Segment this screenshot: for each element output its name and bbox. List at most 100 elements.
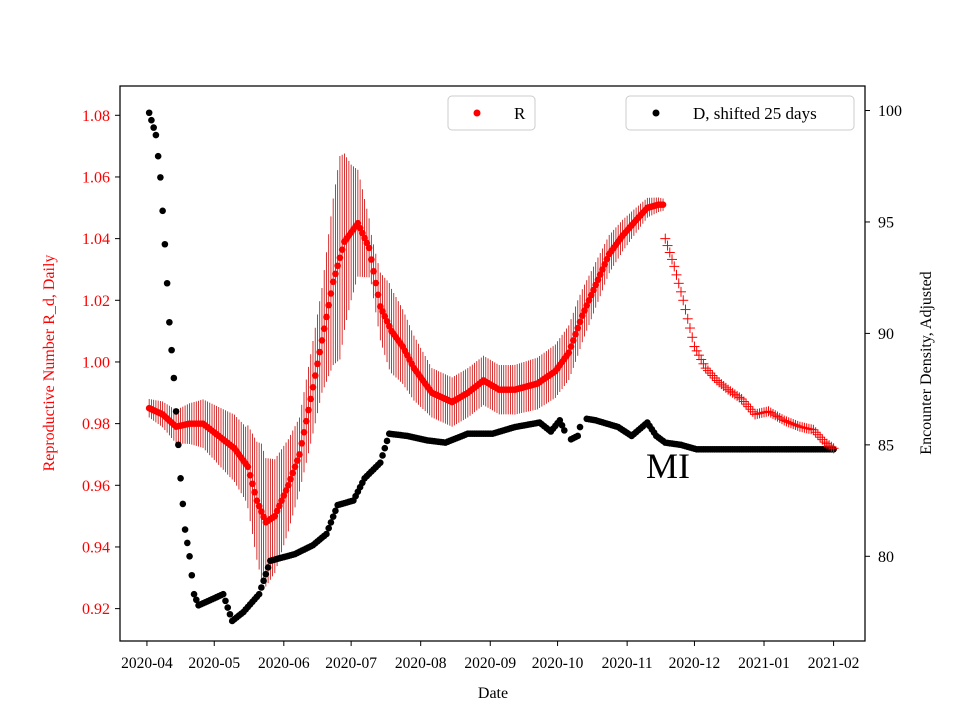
r-plus-point <box>770 410 781 421</box>
d-point <box>157 174 164 181</box>
left-tick-label: 1.08 <box>82 108 110 125</box>
r-plus-point <box>808 424 819 435</box>
r-plus-point <box>687 332 698 343</box>
x-axis-label: Date <box>478 685 508 702</box>
r-plus-point <box>754 408 765 419</box>
d-point <box>188 571 196 579</box>
r-plus-point <box>756 407 767 418</box>
d-point <box>179 500 187 508</box>
r-point <box>363 239 371 247</box>
d-point <box>379 452 386 459</box>
r-plus-point <box>765 407 776 418</box>
r-point <box>565 349 573 357</box>
right-tick-label: 100 <box>878 103 902 120</box>
d-point <box>556 417 564 424</box>
r-plus-point <box>750 409 761 420</box>
legend-d: D, shifted 25 days <box>625 95 855 131</box>
d-point <box>381 444 389 452</box>
d-point <box>377 459 384 466</box>
r-plus-point <box>691 345 702 356</box>
r-point <box>567 343 575 350</box>
r-point <box>293 457 301 464</box>
r-point <box>309 383 317 391</box>
r-point <box>273 507 281 515</box>
r-point <box>576 318 584 326</box>
r-point <box>244 463 252 471</box>
r-point <box>298 440 306 447</box>
r-point <box>659 201 667 209</box>
r-point <box>314 360 321 368</box>
left-tick-label: 0.94 <box>82 539 110 556</box>
r-point <box>574 324 582 332</box>
r-point <box>280 492 288 499</box>
r-plus-point <box>669 261 680 272</box>
right-tick-label: 95 <box>878 214 894 231</box>
r-point <box>251 488 258 496</box>
r-point <box>316 348 324 356</box>
legend-d-box <box>625 95 855 131</box>
r-plus-point <box>776 414 787 425</box>
left-tick-label: 1.04 <box>82 231 110 248</box>
x-tick-label: 2021-02 <box>808 655 860 672</box>
r-point <box>276 502 283 510</box>
d-point <box>264 564 272 571</box>
r-plus-point <box>660 233 671 244</box>
r-point <box>329 278 337 286</box>
r-plus-point <box>815 432 826 443</box>
d-point <box>329 513 337 520</box>
d-point <box>168 346 175 354</box>
d-point <box>332 507 339 515</box>
right-tick-label: 90 <box>878 326 894 343</box>
d-point <box>192 596 200 604</box>
r-series-layer <box>145 201 839 526</box>
legend-r: R <box>447 95 536 131</box>
r-point <box>307 395 315 403</box>
legend-d-marker <box>652 109 660 117</box>
r-plus-point <box>812 429 823 440</box>
r-point <box>590 286 597 294</box>
plot-frame <box>119 85 866 642</box>
d-point <box>260 577 267 585</box>
r-point <box>320 325 328 332</box>
r-point <box>327 290 335 297</box>
r-plus-point <box>693 350 704 361</box>
d-point <box>170 374 178 382</box>
r-plus-point <box>781 416 792 427</box>
r-point <box>372 279 380 287</box>
d-point <box>323 530 330 538</box>
right-axis-ticks: 80 85 90 95 100 <box>865 103 902 566</box>
r-point <box>305 406 312 414</box>
legend-d-label: D, shifted 25 days <box>693 104 817 123</box>
r-point <box>383 317 391 325</box>
r-point <box>255 502 263 510</box>
r-plus-point <box>752 408 763 419</box>
d-point <box>262 570 270 578</box>
r-point <box>385 322 393 330</box>
r-point <box>572 330 579 338</box>
r-point <box>253 497 261 505</box>
r-plus-point <box>803 423 814 434</box>
left-tick-label: 0.96 <box>82 478 110 495</box>
r-plus-point <box>684 323 695 334</box>
r-point <box>336 254 344 262</box>
r-point <box>323 313 330 321</box>
x-tick-label: 2020-06 <box>258 655 310 672</box>
legend-r-box <box>447 95 536 131</box>
r-plus-point <box>741 399 752 410</box>
r-point <box>599 266 606 273</box>
r-plus-point <box>707 370 718 381</box>
x-tick-label: 2020-07 <box>325 655 377 672</box>
r-plus-point <box>783 417 794 428</box>
r-plus-point <box>747 406 758 417</box>
r-plus-point <box>738 396 749 407</box>
d-point <box>576 423 584 431</box>
d-point <box>258 584 265 591</box>
r-plus-point <box>794 421 805 432</box>
r-plus-point <box>662 240 673 251</box>
r-point <box>287 475 294 483</box>
r-point <box>354 219 362 227</box>
r-plus-point <box>772 411 783 422</box>
r-plus-point <box>682 313 693 324</box>
x-tick-label: 2020-09 <box>464 655 516 672</box>
r-plus-point <box>790 419 801 430</box>
